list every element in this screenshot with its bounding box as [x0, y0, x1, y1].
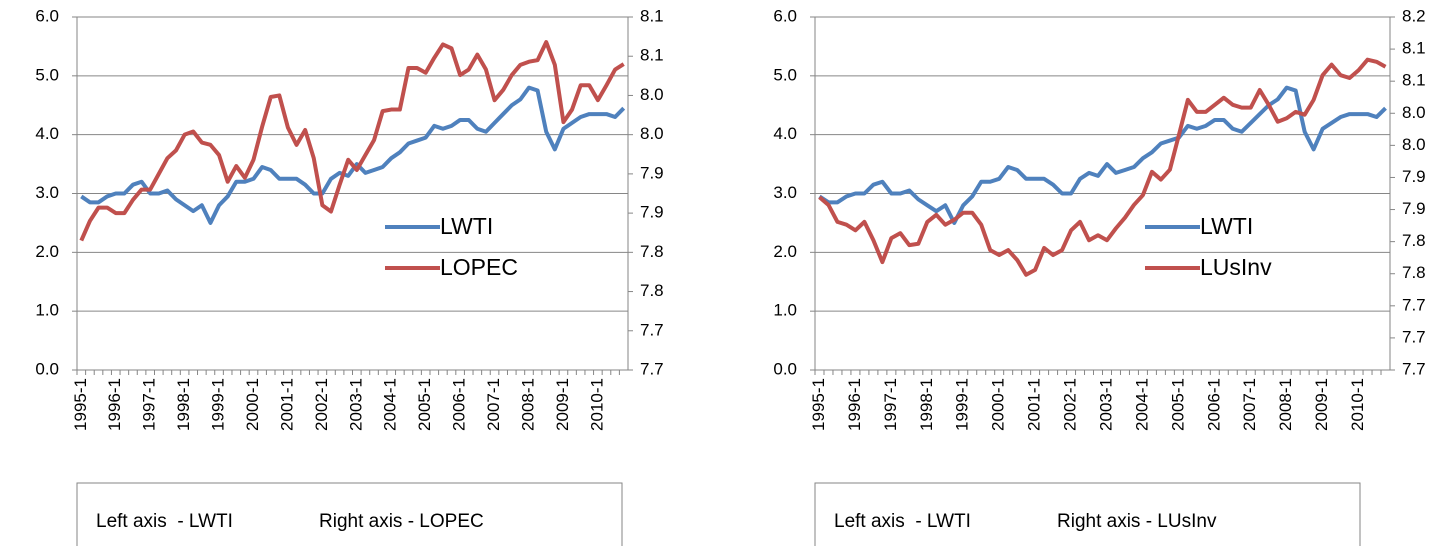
y2-tick-label: 7.7	[640, 359, 664, 378]
x-tick-label: 2007-1	[484, 378, 503, 431]
x-tick-label: 2010-1	[1348, 378, 1367, 431]
y2-tick-label: 7.7	[1402, 327, 1426, 346]
x-tick-label: 2005-1	[415, 378, 434, 431]
y2-tick-label: 8.1	[640, 6, 664, 25]
y2-tick-label: 7.8	[640, 281, 664, 300]
series-line	[818, 57, 1387, 277]
y2-tick-label: 8.1	[640, 46, 664, 65]
y-tick-label: 0.0	[773, 359, 797, 378]
legend-label: LUsInv	[1200, 254, 1272, 280]
y2-tick-label: 7.8	[1402, 231, 1426, 250]
y2-tick-label: 7.7	[1402, 359, 1426, 378]
y-tick-label: 3.0	[773, 183, 797, 202]
x-tick-label: 1995-1	[809, 378, 828, 431]
y-tick-label: 1.0	[35, 301, 59, 320]
x-tick-label: 1997-1	[881, 378, 900, 431]
x-tick-label: 2001-1	[277, 378, 296, 431]
y2-tick-label: 7.9	[640, 203, 664, 222]
y2-tick-label: 7.9	[640, 163, 664, 182]
y2-tick-label: 7.7	[1402, 295, 1426, 314]
chart: 0.0 1.0 2.0 3.0 4.0 5.0 6.0 7.7 7.7 7.8 7.8 7.9 7.9 8…	[35, 6, 664, 546]
annotation: Left axis - LWTI	[96, 511, 233, 532]
annotation-box	[814, 482, 1361, 546]
legend-label: LWTI	[440, 213, 493, 239]
x-tick-label: 2008-1	[518, 378, 537, 431]
x-tick-label: 2003-1	[346, 378, 365, 431]
x-tick-label: 2010-1	[587, 378, 606, 431]
x-tick-label: 1999-1	[953, 378, 972, 431]
x-tick-label: 1997-1	[140, 378, 159, 431]
y-tick-label: 2.0	[35, 242, 59, 261]
y2-tick-label: 8.0	[640, 124, 664, 143]
x-tick-label: 2004-1	[1132, 378, 1151, 431]
y-tick-label: 6.0	[773, 6, 797, 25]
x-tick-label: 2002-1	[312, 378, 331, 431]
y2-tick-label: 7.7	[640, 320, 664, 339]
series-line	[79, 40, 625, 242]
y-tick-label: 2.0	[773, 242, 797, 261]
x-tick-label: 1996-1	[845, 378, 864, 431]
y-tick-label: 5.0	[773, 65, 797, 84]
y2-tick-label: 7.9	[1402, 167, 1426, 186]
y-tick-label: 6.0	[35, 6, 59, 25]
x-tick-label: 1996-1	[105, 378, 124, 431]
legend-label: LOPEC	[440, 254, 518, 280]
y-tick-label: 1.0	[773, 301, 797, 320]
y-tick-label: 4.0	[35, 124, 59, 143]
x-tick-label: 2007-1	[1240, 378, 1259, 431]
chart: 0.0 1.0 2.0 3.0 4.0 5.0 6.0 7.7 7.7 7.7 7.8 7.8 7.9 7…	[773, 6, 1426, 546]
y-tick-label: 4.0	[773, 124, 797, 143]
annotation: Left axis - LWTI	[834, 511, 971, 532]
x-tick-label: 2009-1	[553, 378, 572, 431]
y2-tick-label: 8.2	[1402, 6, 1426, 25]
y2-tick-label: 7.8	[1402, 263, 1426, 282]
x-tick-label: 2003-1	[1096, 378, 1115, 431]
legend-label: LWTI	[1200, 213, 1253, 239]
y2-tick-label: 8.1	[1402, 71, 1426, 90]
x-tick-label: 2004-1	[381, 378, 400, 431]
x-tick-label: 2009-1	[1312, 378, 1331, 431]
annotation: Right axis - LUsInv	[1057, 511, 1217, 532]
y2-tick-label: 7.8	[640, 242, 664, 261]
y-tick-label: 0.0	[35, 359, 59, 378]
y2-tick-label: 8.0	[1402, 103, 1426, 122]
x-tick-label: 2001-1	[1025, 378, 1044, 431]
annotation: Right axis - LOPEC	[319, 511, 484, 532]
annotation-box	[76, 482, 623, 546]
x-tick-label: 2000-1	[243, 378, 262, 431]
x-tick-label: 2005-1	[1168, 378, 1187, 431]
x-tick-label: 2002-1	[1061, 378, 1080, 431]
x-tick-label: 2006-1	[450, 378, 469, 431]
y2-tick-label: 8.1	[1402, 39, 1426, 58]
y-tick-label: 5.0	[35, 65, 59, 84]
series-line	[818, 85, 1387, 225]
x-tick-label: 2006-1	[1204, 378, 1223, 431]
x-tick-label: 1999-1	[209, 378, 228, 431]
x-tick-label: 2000-1	[989, 378, 1008, 431]
x-tick-label: 1995-1	[71, 378, 90, 431]
x-tick-label: 1998-1	[174, 378, 193, 431]
y-tick-label: 3.0	[35, 183, 59, 202]
x-tick-label: 1998-1	[917, 378, 936, 431]
y2-tick-label: 7.9	[1402, 199, 1426, 218]
y2-tick-label: 8.0	[640, 85, 664, 104]
series-line	[80, 85, 626, 225]
y2-tick-label: 8.0	[1402, 135, 1426, 154]
x-tick-label: 2008-1	[1276, 378, 1295, 431]
